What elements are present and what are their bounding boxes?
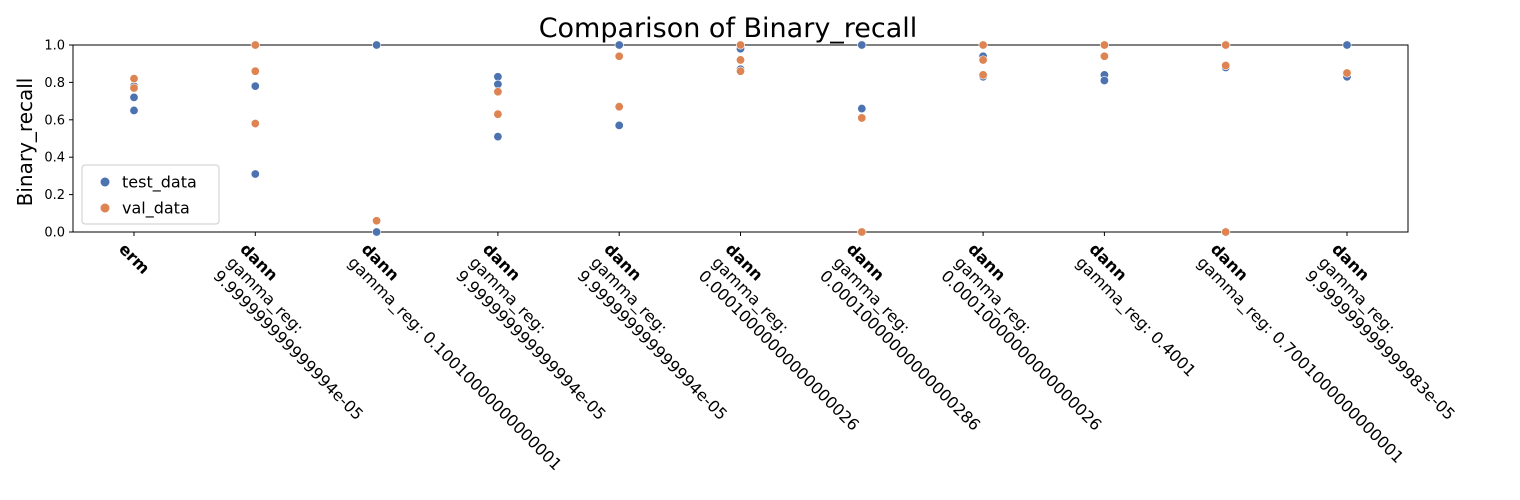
data-points (129, 40, 1352, 237)
legend-label: val_data (122, 199, 190, 219)
x-axis-ticks: erm danngamma_reg:9.999999999999994e-05da… (115, 232, 1459, 475)
data-point-val_data (129, 83, 139, 93)
y-tick-label: 0.0 (44, 226, 65, 241)
data-point-val_data (250, 66, 260, 76)
data-point-val_data (735, 40, 745, 50)
data-point-val_data (978, 70, 988, 80)
data-point-test_data (372, 227, 382, 237)
data-point-val_data (857, 227, 867, 237)
x-tick-label-method: erm (115, 239, 153, 277)
y-tick-label: 0.6 (44, 113, 65, 128)
data-point-val_data (493, 109, 503, 119)
data-point-test_data (372, 40, 382, 50)
data-point-val_data (1099, 51, 1109, 61)
series-val_data (129, 40, 1352, 237)
data-point-val_data (614, 102, 624, 112)
data-point-val_data (735, 66, 745, 76)
data-point-val_data (978, 40, 988, 50)
x-tick-label-param: gamma_reg: 0.10010000000000001 (344, 253, 566, 475)
data-point-val_data (250, 119, 260, 129)
data-point-test_data (857, 40, 867, 50)
data-point-test_data (614, 120, 624, 130)
data-point-test_data (493, 132, 503, 142)
y-axis-ticks: 0.0 0.2 0.4 0.6 0.8 1.0 (44, 39, 73, 241)
x-tick-label-param: gamma_reg: 0.4001 (1071, 253, 1199, 381)
data-point-test_data (250, 81, 260, 91)
data-point-test_data (1099, 76, 1109, 86)
legend: test_data val_data (81, 164, 220, 225)
legend-frame (81, 164, 220, 225)
x-tick-label-param: 9.999999999999994e-05 (210, 266, 368, 424)
y-tick-label: 0.8 (44, 76, 65, 91)
data-point-test_data (493, 72, 503, 82)
data-point-val_data (1099, 40, 1109, 50)
x-tick-label: erm (115, 239, 153, 277)
y-tick-label: 0.2 (44, 188, 65, 203)
data-point-val_data (1221, 61, 1231, 71)
data-point-val_data (614, 51, 624, 61)
legend-marker (100, 177, 110, 187)
data-point-val_data (1221, 40, 1231, 50)
x-tick-label-param: 9.999999999999983e-05 (1301, 266, 1459, 424)
legend-label: test_data (122, 173, 197, 193)
data-point-test_data (857, 104, 867, 114)
y-axis-label: Binary_recall (13, 78, 37, 207)
data-point-val_data (857, 113, 867, 123)
data-point-val_data (372, 216, 382, 226)
data-point-val_data (978, 55, 988, 65)
legend-marker (100, 203, 110, 213)
data-point-val_data (493, 87, 503, 97)
data-point-val_data (129, 74, 139, 84)
data-point-test_data (614, 40, 624, 50)
data-point-test_data (250, 169, 260, 179)
data-point-test_data (129, 105, 139, 115)
y-tick-label: 1.0 (44, 39, 65, 54)
y-tick-label: 0.4 (44, 151, 65, 166)
data-point-val_data (1221, 227, 1231, 237)
data-point-val_data (1342, 68, 1352, 78)
data-point-test_data (1342, 40, 1352, 50)
data-point-val_data (735, 55, 745, 65)
data-point-test_data (493, 79, 503, 89)
chart-title: Comparison of Binary_recall (539, 13, 918, 44)
x-tick-label-param: gamma_reg: 0.7001000000000001 (1193, 253, 1408, 468)
data-point-val_data (250, 40, 260, 50)
data-point-test_data (129, 92, 139, 102)
